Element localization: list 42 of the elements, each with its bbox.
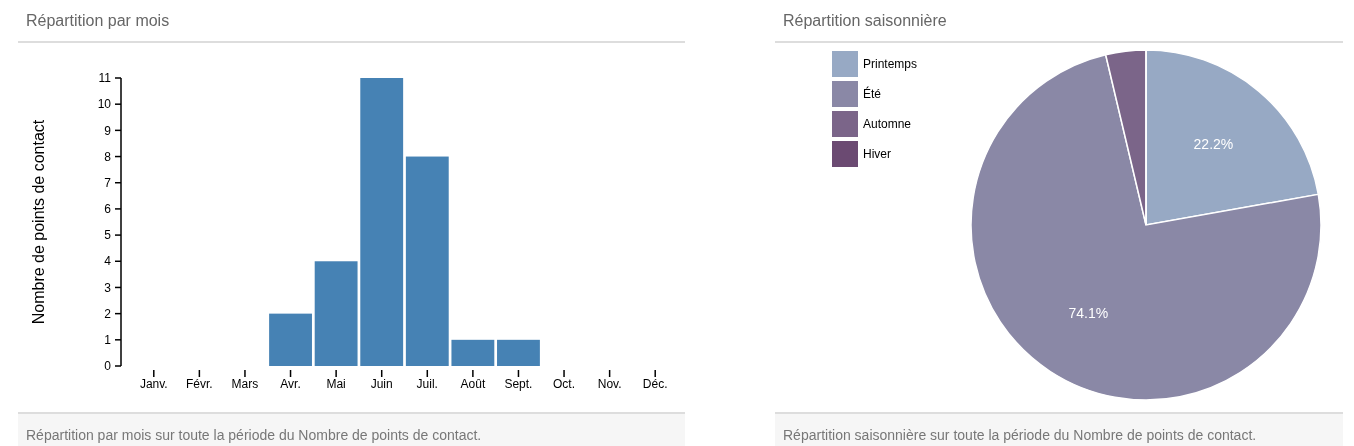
bar [360,78,404,366]
y-tick-label: 10 [97,97,112,112]
bar [405,156,449,366]
y-tick-label: 0 [104,359,112,374]
y-tick-label: 5 [104,228,112,243]
chart-title: Répartition par mois [26,12,170,29]
text: Répartition par mois sur toute la période du Nombre de points de contact. [26,427,482,443]
y-tick-label: 4 [104,254,112,269]
bar [314,261,358,366]
y-tick-label: 3 [104,280,112,295]
bar [451,339,495,366]
legend-label: Automne [863,117,912,132]
x-tick-label: Déc. [642,377,668,391]
legend-label: Été [863,86,882,102]
x-tick-label: Juin [370,377,393,391]
y-tick-label: 6 [104,202,112,217]
x-tick-label: Oct. [553,377,576,391]
y-tick-label: 2 [104,306,112,321]
x-tick-label: Mai [326,377,346,391]
y-axis-title: Nombre de points de contact [30,119,47,325]
y-tick-label: 9 [104,123,112,138]
x-tick-label: Août [460,377,486,391]
legend-label: Printemps [863,57,918,72]
pie-slice [970,53,1322,401]
x-tick-label: Juil. [416,377,438,391]
y-tick-label: 8 [104,149,112,164]
x-tick-label: Avr. [280,377,301,391]
data-label: 74.1% [1068,304,1109,321]
chart-title: Répartition saisonnière [783,12,947,29]
y-tick-label: 1 [104,333,112,348]
x-tick-label: Janv. [139,377,168,391]
data-label: 22.2% [1193,136,1234,153]
bar [269,313,312,366]
legend-label: Hiver [863,147,892,162]
x-tick-label: Mars [231,377,259,391]
y-tick-label: 7 [104,175,112,190]
x-tick-label: Févr. [186,377,213,391]
y-tick-label: 11 [98,71,112,86]
bar [497,339,540,366]
x-tick-label: Sept. [504,377,533,391]
text: Répartition saisonnière sur toute la période du Nombre de points de contact. [783,427,1257,443]
x-tick-label: Nov. [597,377,622,391]
